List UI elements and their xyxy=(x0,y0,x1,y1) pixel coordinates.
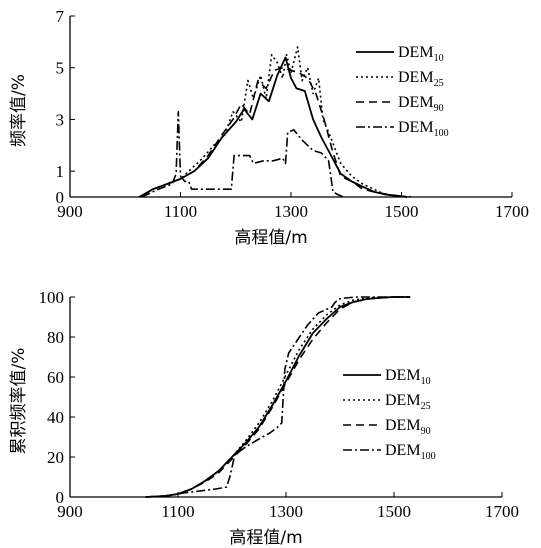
series-line-dem90 xyxy=(141,66,408,198)
y-tick-label: 5 xyxy=(56,59,65,78)
x-tick-label: 900 xyxy=(57,502,83,521)
x-tick-label: 900 xyxy=(57,202,83,221)
chart-2: 0 20 40 60 80 100 900 1100 1300 1500 1700 高程值/m 累积频率… xyxy=(9,288,519,548)
legend-label-dem25: DEM25 xyxy=(385,392,431,412)
x-axis-title: 高程值/m xyxy=(234,228,307,248)
legend-subscript: 100 xyxy=(421,451,436,462)
y-tick-label: 1 xyxy=(56,162,65,181)
y-tick-label: 60 xyxy=(47,368,64,387)
series-line-dem100 xyxy=(145,296,411,498)
y-tick-label: 100 xyxy=(39,288,65,307)
y-tick-label: 7 xyxy=(56,7,65,26)
x-tick-label: 1100 xyxy=(161,502,194,521)
x-axis-title: 高程值/m xyxy=(229,528,302,548)
legend-label-dem90: DEM90 xyxy=(398,94,444,114)
x-tick-label: 1100 xyxy=(164,202,197,221)
legend-subscript: 90 xyxy=(434,103,444,114)
legend-label-dem25: DEM25 xyxy=(398,69,444,89)
x-tick-label: 1700 xyxy=(495,202,529,221)
x-tick-label: 1300 xyxy=(274,202,308,221)
legend-subscript: 100 xyxy=(434,128,449,139)
y-tick-label: 80 xyxy=(47,328,64,347)
series-line-dem10 xyxy=(145,296,411,498)
legend-label-dem10: DEM10 xyxy=(385,367,431,387)
series-line-dem90 xyxy=(145,296,411,498)
y-tick-label: 3 xyxy=(56,110,65,129)
x-tick-label: 1500 xyxy=(377,502,411,521)
x-tick-label: 1300 xyxy=(269,502,303,521)
y-tick-label: 20 xyxy=(47,448,64,467)
legend-subscript: 10 xyxy=(421,376,431,387)
y-axis-title: 累积频率值/% xyxy=(9,348,29,455)
series-line-dem100 xyxy=(141,110,344,198)
legend-subscript: 25 xyxy=(421,401,431,412)
legend: DEM10 DEM25 DEM90 DEM100 xyxy=(343,367,436,462)
legend-label-dem100: DEM100 xyxy=(385,442,436,462)
legend-label-dem90: DEM90 xyxy=(385,417,431,437)
y-tick-label: 0 xyxy=(56,188,65,207)
legend-subscript: 90 xyxy=(421,426,431,437)
y-tick-label: 0 xyxy=(56,488,65,507)
legend-label-dem100: DEM100 xyxy=(398,119,449,139)
y-axis-title: 频率值/% xyxy=(9,74,29,147)
y-tick-label: 40 xyxy=(47,408,64,427)
legend-label-dem10: DEM10 xyxy=(398,44,444,64)
x-tick-label: 1500 xyxy=(385,202,419,221)
legend: DEM10 DEM25 DEM90 DEM100 xyxy=(356,44,449,139)
x-tick-label: 1700 xyxy=(485,502,519,521)
legend-subscript: 25 xyxy=(434,78,444,89)
legend-subscript: 10 xyxy=(434,53,444,64)
